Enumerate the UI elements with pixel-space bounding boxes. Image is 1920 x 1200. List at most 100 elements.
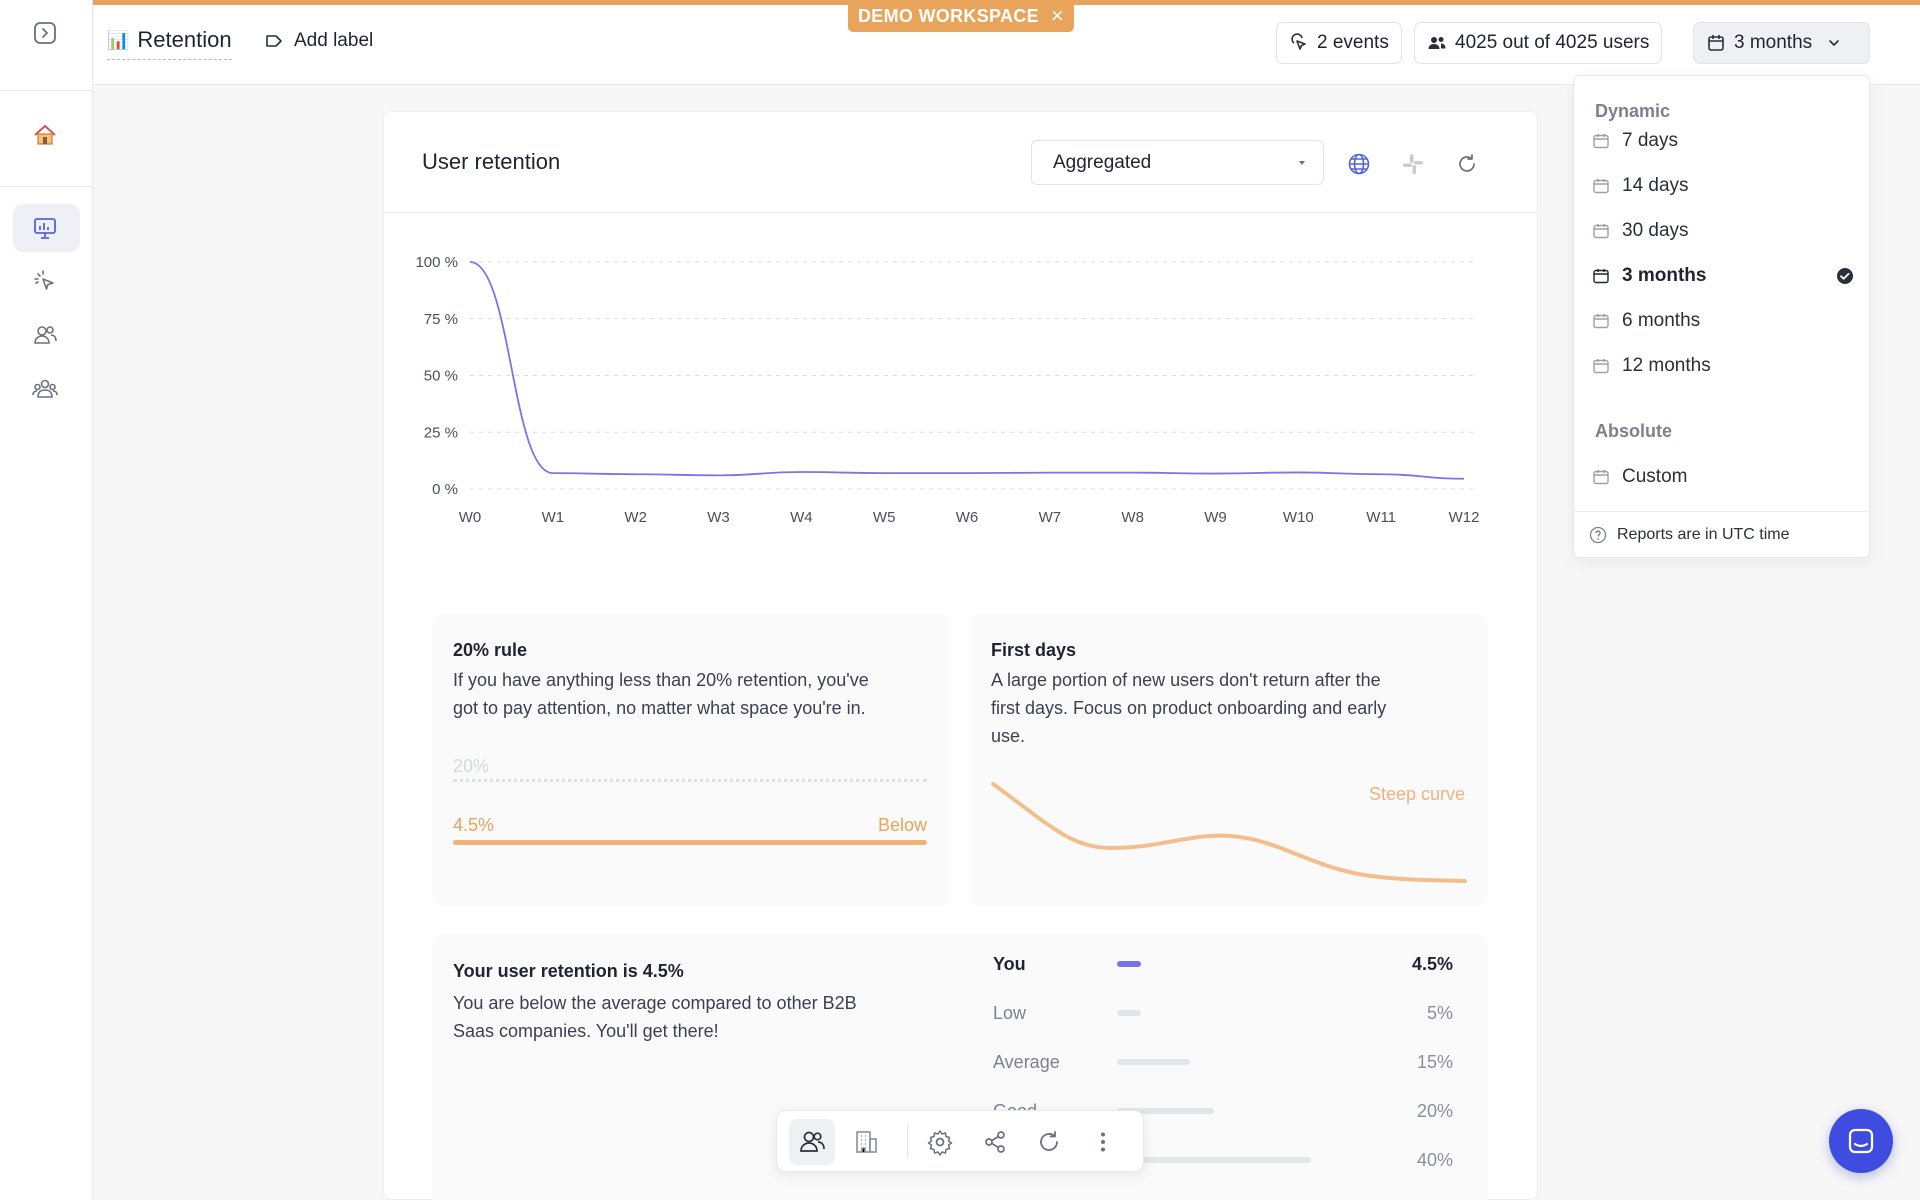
- period-option[interactable]: 30 days: [1592, 213, 1854, 249]
- sidebar-divider: [0, 90, 93, 91]
- period-option[interactable]: 6 months: [1592, 303, 1854, 339]
- period-button[interactable]: 3 months: [1693, 22, 1870, 64]
- period-option[interactable]: 12 months: [1592, 348, 1854, 384]
- view-select-value: Aggregated: [1053, 151, 1152, 173]
- events-icon[interactable]: [23, 259, 67, 303]
- period-option[interactable]: 14 days: [1592, 168, 1854, 204]
- calendar-icon: [1593, 134, 1609, 149]
- benchmark-bar: [1117, 1157, 1311, 1163]
- more-options-button[interactable]: [1080, 1119, 1126, 1165]
- add-label-button[interactable]: Add label: [264, 30, 373, 52]
- companies-view-button[interactable]: [843, 1119, 889, 1165]
- period-option-label: 30 days: [1622, 220, 1689, 241]
- y-tick-label: 0 %: [432, 481, 458, 498]
- period-option-label: 3 months: [1622, 265, 1707, 286]
- calendar-icon: [1593, 470, 1609, 485]
- toggle-sidebar-icon[interactable]: [23, 11, 67, 55]
- users-icon[interactable]: [23, 313, 67, 357]
- y-tick-label: 25 %: [424, 424, 458, 441]
- refresh-icon: [1040, 1131, 1058, 1151]
- insight-title: 20% rule: [453, 640, 528, 660]
- users-icon: [1428, 37, 1446, 49]
- share-button[interactable]: [972, 1119, 1018, 1165]
- refresh-icon[interactable]: [1454, 151, 1480, 177]
- bar-chart-icon: 📊: [107, 29, 130, 50]
- calendar-icon: [1593, 314, 1609, 329]
- demo-workspace-label: DEMO WORKSPACE: [858, 5, 1039, 26]
- benchmark-row: Low 5%: [993, 998, 1453, 1028]
- retention-line-chart: 100 % 75 % 50 % 25 % 0 %W0 W1 W2 W3 W4 W5 W6 W7 W8 W9…: [415, 254, 1479, 526]
- view-select[interactable]: Aggregated: [1031, 140, 1324, 185]
- gear-icon: [927, 1130, 953, 1156]
- threshold-line: [453, 779, 927, 782]
- reload-button[interactable]: [1026, 1119, 1072, 1165]
- help-circle-icon: [1589, 526, 1607, 544]
- current-value-line: [453, 840, 927, 845]
- x-tick-label: W5: [873, 509, 896, 526]
- x-tick-label: W6: [956, 509, 979, 526]
- retention-series-line: [469, 261, 1465, 480]
- retention-card: User retention Aggregated 100 % 75 % 50 % 2…: [383, 111, 1538, 1200]
- x-tick-label: W10: [1283, 509, 1314, 526]
- benchmark-label: You: [993, 953, 1026, 974]
- calendar-icon: [1593, 224, 1609, 239]
- x-tick-label: W0: [459, 509, 482, 526]
- period-option-label: Custom: [1622, 466, 1688, 487]
- demo-workspace-banner: DEMO WORKSPACE ×: [848, 0, 1075, 32]
- globe-icon[interactable]: [1346, 151, 1372, 177]
- benchmark-bar-track: [1117, 1108, 1367, 1114]
- calendar-icon: [1593, 359, 1609, 374]
- events-button[interactable]: 2 events: [1276, 22, 1402, 64]
- benchmark-label: Average: [993, 1051, 1060, 1072]
- benchmark-value: 4.5%: [1411, 953, 1453, 974]
- period-button-label: 3 months: [1734, 32, 1813, 53]
- benchmark-bar-track: [1117, 1010, 1367, 1016]
- reports-icon[interactable]: [23, 206, 67, 250]
- chat-launcher-button[interactable]: [1829, 1109, 1893, 1173]
- benchmark-value: 15%: [1416, 1051, 1453, 1072]
- calendar-icon: [1593, 269, 1609, 284]
- y-tick-label: 50 %: [424, 368, 458, 385]
- benchmark-bar-track: [1117, 1157, 1367, 1163]
- sidebar-active-highlight: [13, 204, 80, 252]
- slack-icon[interactable]: [1400, 151, 1426, 177]
- insight-first-days: First days A large portion of new users …: [971, 614, 1487, 906]
- dropdown-footer: Reports are in UTC time: [1574, 511, 1869, 558]
- insight-text-line: got to pay attention, no matter what spa…: [453, 698, 866, 718]
- benchmark-text-line: Saas companies. You'll get there!: [453, 1021, 719, 1041]
- insight-title: First days: [991, 640, 1077, 660]
- home-icon[interactable]: [23, 113, 67, 157]
- period-option[interactable]: 7 days: [1592, 123, 1854, 159]
- x-tick-label: W11: [1366, 509, 1396, 526]
- period-option-label: 14 days: [1622, 175, 1689, 196]
- status-label: Below: [877, 815, 927, 835]
- benchmark-bar: [1117, 1059, 1190, 1065]
- events-button-label: 2 events: [1317, 32, 1389, 53]
- curve-label: Steep curve: [1368, 784, 1465, 804]
- chat-icon: [1848, 1128, 1874, 1154]
- card-header: User retention Aggregated: [384, 112, 1537, 213]
- x-tick-label: W2: [624, 509, 647, 526]
- period-option-label: 12 months: [1622, 355, 1711, 376]
- dropdown-section-dynamic: Dynamic: [1595, 101, 1671, 121]
- benchmark-bar-track: [1117, 1059, 1367, 1065]
- insight-text-line: If you have anything less than 20% reten…: [453, 670, 869, 690]
- settings-button[interactable]: [917, 1119, 963, 1165]
- period-option-custom[interactable]: Custom: [1592, 459, 1854, 495]
- benchmark-text-line: You are below the average compared to ot…: [453, 993, 857, 1013]
- tag-icon: [266, 35, 282, 47]
- period-option[interactable]: 3 months: [1592, 258, 1854, 294]
- threshold-label: 20%: [453, 756, 490, 776]
- users-view-button[interactable]: [789, 1119, 835, 1165]
- add-label-text: Add label: [294, 30, 374, 51]
- insight-text-line: first days. Focus on product onboarding …: [991, 698, 1387, 718]
- x-tick-label: W9: [1204, 509, 1227, 526]
- close-icon[interactable]: ×: [1050, 3, 1065, 28]
- page-title[interactable]: 📊 Retention: [107, 27, 232, 60]
- cursor-click-icon: [1291, 33, 1306, 50]
- users-filter-button[interactable]: 4025 out of 4025 users: [1414, 22, 1663, 64]
- steep-curve-illustration: [991, 782, 1467, 883]
- x-tick-label: W8: [1121, 509, 1144, 526]
- companies-icon[interactable]: [23, 367, 67, 411]
- benchmark-row: Average 15%: [993, 1047, 1453, 1077]
